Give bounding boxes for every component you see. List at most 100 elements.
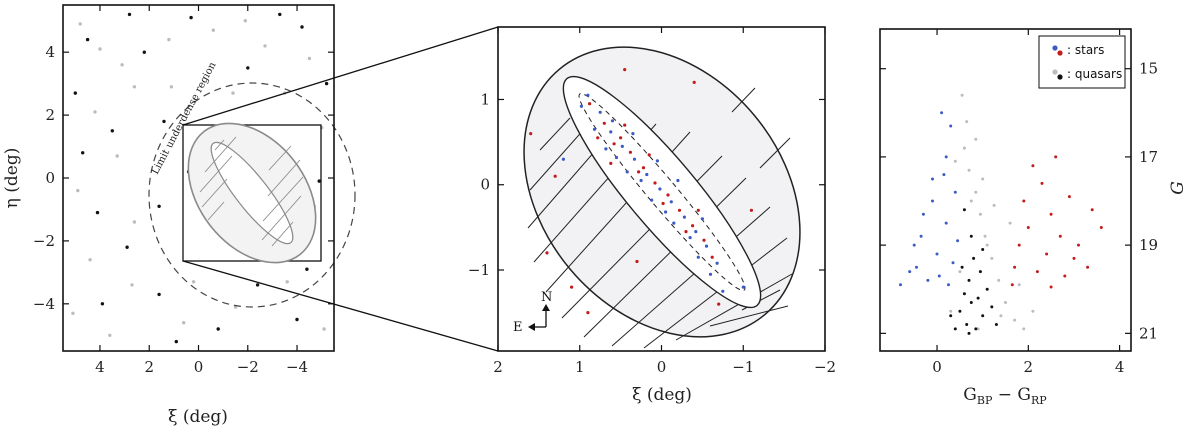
left-hatch-lines [199, 136, 304, 247]
point-s1-12 [978, 270, 982, 274]
point-s3-3 [1049, 212, 1053, 216]
hatch-line-7 [611, 206, 771, 347]
point-s1-7 [974, 327, 978, 331]
point-s1-14 [157, 292, 161, 297]
xtick-label-2: 0 [657, 358, 667, 376]
point-s3-11 [1063, 274, 1067, 278]
point-s0-16 [958, 270, 962, 274]
point-s1-12 [305, 267, 309, 271]
point-s0-15 [664, 210, 668, 214]
point-s1-1 [969, 234, 973, 238]
xtick-label-1: 2 [144, 358, 154, 376]
point-s3-10 [1035, 270, 1039, 274]
point-s1-23 [81, 151, 85, 155]
point-s1-6 [110, 129, 115, 133]
point-s2-7 [912, 243, 916, 247]
point-s2-8 [935, 252, 939, 256]
point-s0-3 [211, 28, 215, 32]
ytick-label-0: 4 [45, 43, 55, 61]
xtick-label-2: 0 [194, 358, 204, 376]
point-s2-6 [944, 221, 948, 225]
point-s0-2 [167, 37, 171, 42]
xtick-label-0: 4 [95, 358, 105, 376]
point-s0-5 [645, 172, 649, 177]
point-s0-28 [561, 157, 566, 161]
point-s3-9 [1013, 265, 1017, 269]
zoom-connector-top [182, 26, 499, 126]
point-s0-13 [614, 155, 619, 160]
point-s0-0 [78, 22, 82, 26]
point-s1-22 [692, 80, 696, 84]
point-s0-10 [1013, 318, 1017, 322]
point-s1-14 [661, 201, 665, 206]
ytick-label-0: 15 [1139, 60, 1158, 78]
compass-north: N [541, 290, 552, 305]
point-s1-1 [602, 121, 606, 125]
point-s1-15 [216, 327, 220, 331]
xtick-label-4: −2 [814, 358, 836, 376]
point-s1-12 [612, 142, 616, 146]
point-s0-25 [579, 104, 584, 108]
point-s0-14 [639, 178, 643, 183]
point-s1-24 [749, 208, 754, 212]
point-s0-6 [983, 234, 987, 238]
hatch-line-8 [643, 237, 788, 349]
point-s1-2 [972, 256, 976, 260]
point-s0-12 [981, 177, 985, 181]
point-s0-13 [953, 159, 957, 163]
point-s2-11 [926, 278, 930, 282]
point-s0-21 [949, 309, 953, 313]
point-s0-12 [592, 127, 597, 131]
point-s0-2 [609, 130, 613, 134]
ytick-label-1: 2 [45, 106, 55, 124]
right-scatter-points [899, 93, 1103, 335]
point-s1-22 [157, 204, 161, 208]
point-s0-5 [978, 212, 982, 216]
point-s2-16 [942, 173, 946, 177]
point-s0-20 [999, 314, 1003, 318]
point-s0-1 [598, 110, 602, 114]
point-s0-17 [1008, 221, 1012, 225]
point-s0-30 [610, 119, 615, 123]
point-s2-10 [908, 270, 912, 274]
point-s1-19 [609, 161, 613, 165]
xtick-label-1: 2 [1024, 358, 1034, 376]
point-s1-25 [127, 12, 132, 17]
ytick-label-2: 19 [1139, 236, 1158, 254]
middle-scatter-points [529, 68, 754, 315]
xtick-label-3: −2 [237, 358, 259, 376]
xtick-label-4: −4 [286, 358, 308, 376]
zoom-box [182, 124, 322, 262]
point-s2-3 [931, 177, 934, 181]
ytick-label-1: 0 [480, 176, 490, 194]
point-s1-4 [641, 166, 646, 170]
hatch-line-0 [539, 117, 571, 151]
point-s0-14 [88, 258, 92, 262]
point-s1-15 [684, 230, 688, 234]
point-s1-4 [976, 296, 980, 300]
point-s0-21 [604, 147, 608, 151]
point-s0-26 [243, 19, 247, 23]
point-s0-7 [132, 85, 137, 89]
legend-quasar-black-marker [1057, 74, 1063, 80]
point-s2-12 [947, 283, 950, 287]
compass: N E [513, 290, 552, 335]
point-s3-13 [1010, 283, 1014, 287]
point-s0-11 [715, 261, 719, 265]
point-s3-19 [1090, 208, 1094, 212]
point-s2-19 [899, 283, 902, 287]
right-xlabel: GBP − GRP [963, 385, 1047, 407]
hatch-line-12 [759, 137, 791, 169]
point-s1-10 [125, 245, 129, 249]
point-s0-10 [76, 188, 80, 193]
point-s2-0 [940, 111, 944, 115]
point-s0-2 [962, 146, 966, 150]
hatch-line-9 [675, 273, 793, 341]
point-s1-16 [255, 283, 260, 287]
point-s1-5 [958, 309, 962, 313]
point-s0-19 [655, 159, 660, 163]
point-s1-0 [85, 37, 90, 42]
point-s1-7 [677, 208, 682, 212]
point-s1-8 [981, 314, 985, 318]
point-s0-18 [976, 327, 980, 331]
